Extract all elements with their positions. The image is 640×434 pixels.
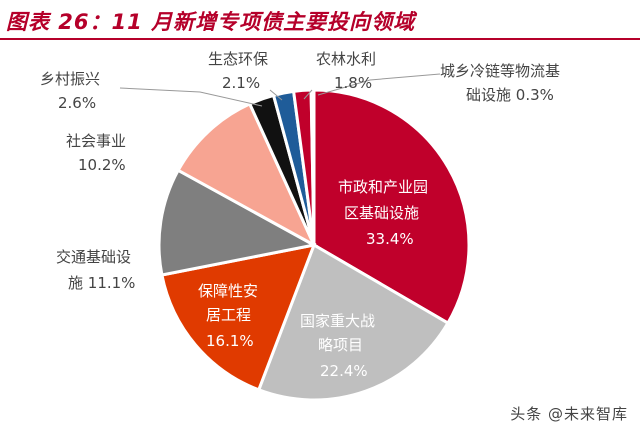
- label-nonglin-value: 1.8%: [334, 74, 372, 92]
- label-baozhang-name-1: 保障性安: [198, 282, 258, 300]
- label-xiangcun-name: 乡村振兴: [40, 70, 100, 88]
- label-lenglian-name-2: 础设施 0.3%: [466, 86, 554, 104]
- label-guojia-name-1: 国家重大战: [300, 312, 375, 330]
- label-jiaotong-name-1: 交通基础设: [56, 248, 131, 266]
- label-shehui-value: 10.2%: [78, 156, 126, 174]
- label-guojia-value: 22.4%: [320, 362, 368, 380]
- leader-line-lenglian: [317, 73, 441, 96]
- pie-slices: [157, 88, 471, 402]
- label-lenglian-name-1: 城乡冷链等物流基: [440, 62, 560, 80]
- label-shehui-name: 社会事业: [66, 132, 126, 150]
- label-shizheng-name-1: 市政和产业园: [338, 178, 428, 196]
- label-shengtai-name: 生态环保: [208, 50, 268, 68]
- leader-lines: [119, 73, 441, 107]
- title-divider: [0, 38, 640, 40]
- pie-slice-2: [160, 243, 317, 392]
- label-shengtai-value: 2.1%: [222, 74, 260, 92]
- label-baozhang-name-2: 居工程: [206, 306, 251, 324]
- label-lenglian-value: 0.3%: [516, 86, 554, 104]
- label-baozhang-value: 16.1%: [206, 332, 254, 350]
- label-nonglin-name: 农林水利: [316, 50, 376, 68]
- leader-line-xiangcun: [119, 87, 263, 107]
- label-jiaotong-value: 11.1%: [88, 274, 136, 292]
- pie-slice-1: [256, 242, 450, 402]
- watermark: 头条 @未来智库: [510, 405, 628, 423]
- pie-slice-8: [309, 88, 316, 246]
- label-shizheng-name-2: 区基础设施: [344, 204, 419, 222]
- label-shizheng-value: 33.4%: [366, 230, 414, 248]
- leader-line-shengtai: [269, 89, 283, 101]
- pie-slice-4: [176, 101, 318, 249]
- leader-line-nonglin: [303, 89, 313, 100]
- label-xiangcun-value: 2.6%: [58, 94, 96, 112]
- label-guojia-name-2: 略项目: [318, 336, 363, 354]
- chart-title: 图表 26：11 月新增专项债主要投向领域: [6, 10, 416, 34]
- label-jiaotong-name-2: 施 11.1%: [68, 274, 135, 292]
- pie-slice-3: [157, 168, 319, 277]
- pie-slice-0: [312, 88, 471, 326]
